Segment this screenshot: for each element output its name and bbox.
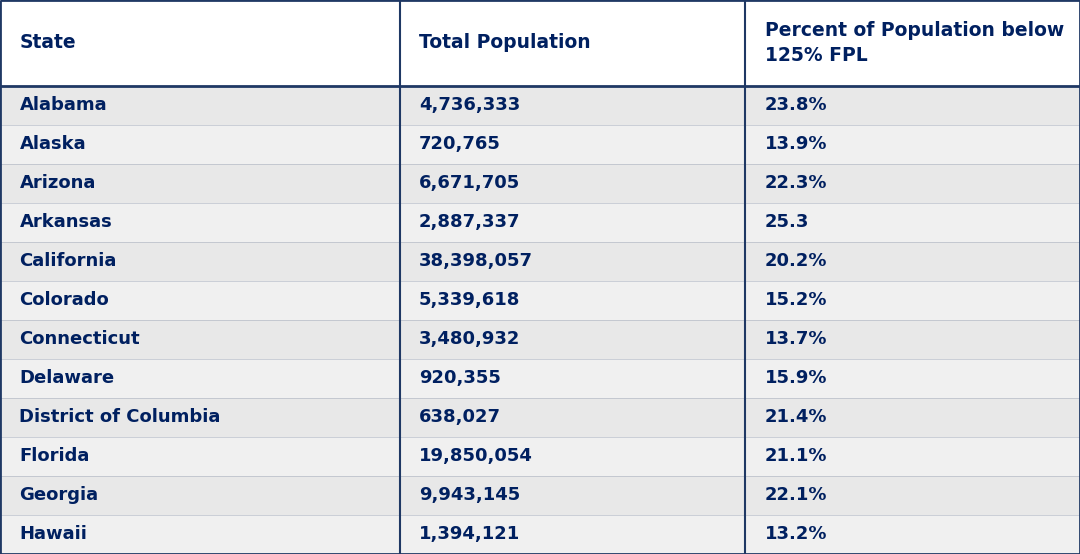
Text: 5,339,618: 5,339,618 (419, 291, 521, 310)
Text: 638,027: 638,027 (419, 408, 501, 427)
Text: 15.9%: 15.9% (765, 370, 827, 387)
Bar (0, 281, 1080, 320)
Text: 13.2%: 13.2% (765, 526, 827, 543)
Bar (0, 125, 1080, 164)
Text: California: California (19, 253, 117, 270)
Bar (0, 359, 1080, 398)
Text: 19,850,054: 19,850,054 (419, 448, 532, 465)
Bar (0, 515, 1080, 554)
Text: State: State (19, 33, 76, 53)
Text: 38,398,057: 38,398,057 (419, 253, 534, 270)
Text: Arkansas: Arkansas (19, 213, 112, 232)
Bar (0, 203, 1080, 242)
Text: 920,355: 920,355 (419, 370, 501, 387)
Text: District of Columbia: District of Columbia (19, 408, 220, 427)
Bar (0, 476, 1080, 515)
Text: Colorado: Colorado (19, 291, 109, 310)
Text: 13.7%: 13.7% (765, 330, 827, 348)
Text: 3,480,932: 3,480,932 (419, 330, 521, 348)
Text: Percent of Population below
125% FPL: Percent of Population below 125% FPL (765, 21, 1064, 65)
Text: 15.2%: 15.2% (765, 291, 827, 310)
Bar (0, 164, 1080, 203)
Text: 1,394,121: 1,394,121 (419, 526, 521, 543)
Bar (0, 437, 1080, 476)
Text: Delaware: Delaware (19, 370, 114, 387)
Text: 720,765: 720,765 (419, 135, 501, 153)
Bar (0, 320, 1080, 359)
Text: 2,887,337: 2,887,337 (419, 213, 521, 232)
Bar (0, 242, 1080, 281)
Text: Florida: Florida (19, 448, 90, 465)
Text: 6,671,705: 6,671,705 (419, 175, 521, 192)
Text: 22.3%: 22.3% (765, 175, 827, 192)
Text: 13.9%: 13.9% (765, 135, 827, 153)
Text: Alaska: Alaska (19, 135, 86, 153)
Text: 4,736,333: 4,736,333 (419, 96, 521, 114)
Text: 21.4%: 21.4% (765, 408, 827, 427)
Text: 9,943,145: 9,943,145 (419, 486, 521, 505)
Text: Alabama: Alabama (19, 96, 107, 114)
Text: Arizona: Arizona (19, 175, 96, 192)
Text: Hawaii: Hawaii (19, 526, 87, 543)
Text: Total Population: Total Population (419, 33, 591, 53)
Bar (0, 86, 1080, 125)
Text: 23.8%: 23.8% (765, 96, 827, 114)
Text: 25.3: 25.3 (765, 213, 809, 232)
Bar (0, 0, 1080, 86)
Bar (0, 398, 1080, 437)
Text: Connecticut: Connecticut (19, 330, 140, 348)
Text: 21.1%: 21.1% (765, 448, 827, 465)
Text: 22.1%: 22.1% (765, 486, 827, 505)
Text: Georgia: Georgia (19, 486, 98, 505)
Text: 20.2%: 20.2% (765, 253, 827, 270)
